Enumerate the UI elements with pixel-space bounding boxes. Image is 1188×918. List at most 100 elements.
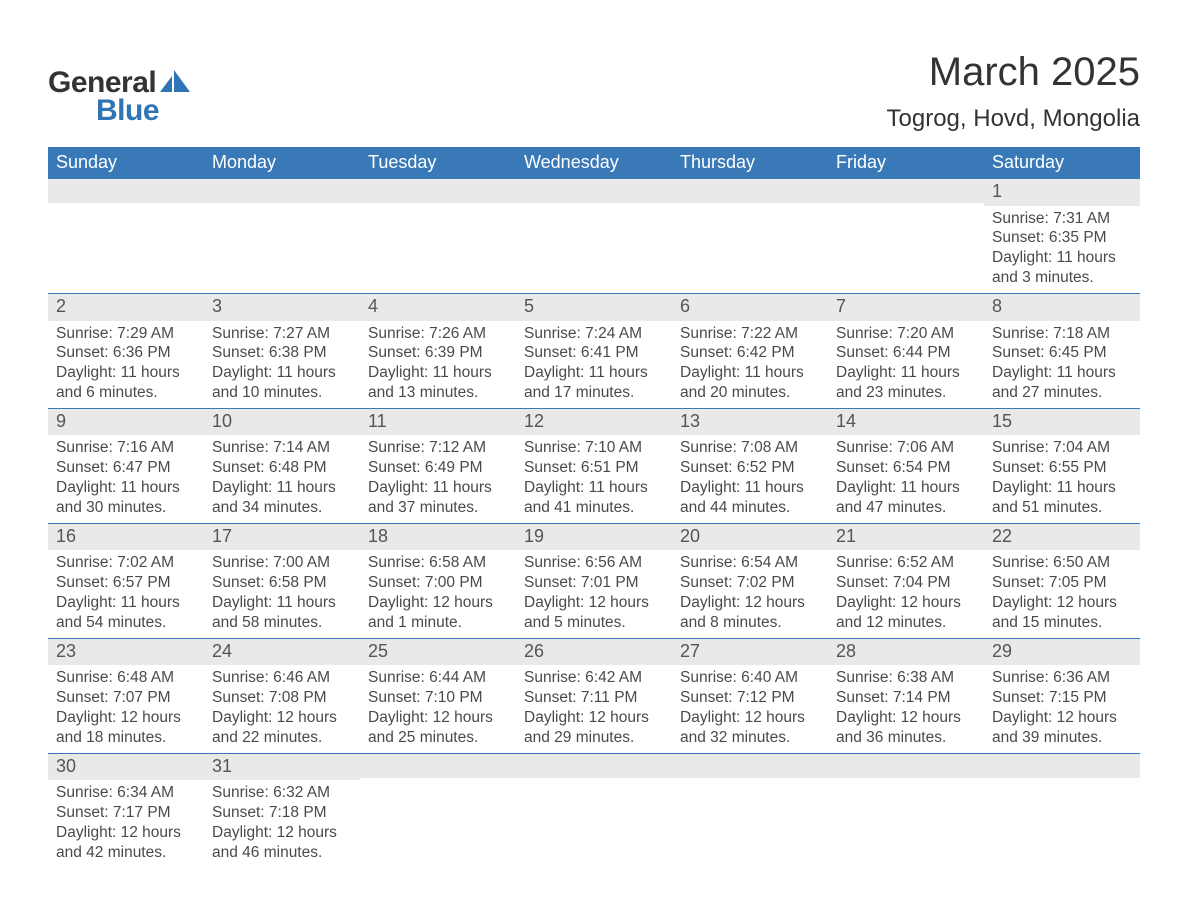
day-detail: Sunrise: 6:52 AMSunset: 7:04 PMDaylight:… [828, 550, 984, 637]
sunrise-line: Sunrise: 6:56 AM [524, 553, 664, 573]
day-number: 3 [204, 294, 360, 321]
calendar-cell: 20Sunrise: 6:54 AMSunset: 7:02 PMDayligh… [672, 523, 828, 638]
sunrise-line: Sunrise: 6:42 AM [524, 668, 664, 688]
weekday-header: Wednesday [516, 147, 672, 179]
day-detail [516, 778, 672, 786]
day-number: 19 [516, 524, 672, 551]
calendar-week-row: 30Sunrise: 6:34 AMSunset: 7:17 PMDayligh… [48, 753, 1140, 867]
day-number [516, 754, 672, 778]
sunset-line: Sunset: 6:47 PM [56, 458, 196, 478]
daylight-line: Daylight: 11 hours and 3 minutes. [992, 248, 1132, 288]
day-detail [828, 778, 984, 786]
title-block: March 2025 Togrog, Hovd, Mongolia [887, 50, 1140, 133]
calendar-cell: 6Sunrise: 7:22 AMSunset: 6:42 PMDaylight… [672, 293, 828, 408]
calendar-week-row: 2Sunrise: 7:29 AMSunset: 6:36 PMDaylight… [48, 293, 1140, 408]
calendar-cell: 4Sunrise: 7:26 AMSunset: 6:39 PMDaylight… [360, 293, 516, 408]
daylight-line: Daylight: 11 hours and 34 minutes. [212, 478, 352, 518]
sunrise-line: Sunrise: 6:52 AM [836, 553, 976, 573]
calendar-cell [204, 179, 360, 293]
calendar-cell: 28Sunrise: 6:38 AMSunset: 7:14 PMDayligh… [828, 638, 984, 753]
sunset-line: Sunset: 6:36 PM [56, 343, 196, 363]
sunrise-line: Sunrise: 6:32 AM [212, 783, 352, 803]
day-detail [360, 203, 516, 211]
calendar-cell: 16Sunrise: 7:02 AMSunset: 6:57 PMDayligh… [48, 523, 204, 638]
daylight-line: Daylight: 11 hours and 17 minutes. [524, 363, 664, 403]
daylight-line: Daylight: 12 hours and 12 minutes. [836, 593, 976, 633]
day-number: 12 [516, 409, 672, 436]
calendar-cell: 9Sunrise: 7:16 AMSunset: 6:47 PMDaylight… [48, 408, 204, 523]
day-number: 14 [828, 409, 984, 436]
daylight-line: Daylight: 12 hours and 15 minutes. [992, 593, 1132, 633]
daylight-line: Daylight: 12 hours and 29 minutes. [524, 708, 664, 748]
daylight-line: Daylight: 12 hours and 32 minutes. [680, 708, 820, 748]
daylight-line: Daylight: 12 hours and 25 minutes. [368, 708, 508, 748]
calendar-cell [828, 753, 984, 867]
sunrise-line: Sunrise: 6:58 AM [368, 553, 508, 573]
day-detail: Sunrise: 6:36 AMSunset: 7:15 PMDaylight:… [984, 665, 1140, 752]
sunset-line: Sunset: 7:05 PM [992, 573, 1132, 593]
daylight-line: Daylight: 11 hours and 37 minutes. [368, 478, 508, 518]
day-detail: Sunrise: 7:20 AMSunset: 6:44 PMDaylight:… [828, 321, 984, 408]
calendar-cell [516, 179, 672, 293]
day-detail: Sunrise: 7:24 AMSunset: 6:41 PMDaylight:… [516, 321, 672, 408]
sunrise-line: Sunrise: 7:20 AM [836, 324, 976, 344]
day-number: 27 [672, 639, 828, 666]
calendar-cell: 5Sunrise: 7:24 AMSunset: 6:41 PMDaylight… [516, 293, 672, 408]
calendar-cell: 31Sunrise: 6:32 AMSunset: 7:18 PMDayligh… [204, 753, 360, 867]
day-detail [204, 203, 360, 211]
calendar-cell: 21Sunrise: 6:52 AMSunset: 7:04 PMDayligh… [828, 523, 984, 638]
day-detail: Sunrise: 7:06 AMSunset: 6:54 PMDaylight:… [828, 435, 984, 522]
location-subtitle: Togrog, Hovd, Mongolia [887, 105, 1140, 133]
calendar-week-row: 9Sunrise: 7:16 AMSunset: 6:47 PMDaylight… [48, 408, 1140, 523]
sunrise-line: Sunrise: 7:31 AM [992, 209, 1132, 229]
sunrise-line: Sunrise: 6:54 AM [680, 553, 820, 573]
day-detail: Sunrise: 6:58 AMSunset: 7:00 PMDaylight:… [360, 550, 516, 637]
sunset-line: Sunset: 6:45 PM [992, 343, 1132, 363]
day-number: 24 [204, 639, 360, 666]
sunrise-line: Sunrise: 7:06 AM [836, 438, 976, 458]
day-number [984, 754, 1140, 778]
day-detail [672, 778, 828, 786]
day-number [672, 179, 828, 203]
daylight-line: Daylight: 11 hours and 30 minutes. [56, 478, 196, 518]
calendar-cell: 8Sunrise: 7:18 AMSunset: 6:45 PMDaylight… [984, 293, 1140, 408]
calendar-cell: 18Sunrise: 6:58 AMSunset: 7:00 PMDayligh… [360, 523, 516, 638]
calendar-cell: 12Sunrise: 7:10 AMSunset: 6:51 PMDayligh… [516, 408, 672, 523]
weekday-header: Friday [828, 147, 984, 179]
sunrise-line: Sunrise: 6:38 AM [836, 668, 976, 688]
sunset-line: Sunset: 7:12 PM [680, 688, 820, 708]
day-detail [360, 778, 516, 786]
day-number: 2 [48, 294, 204, 321]
day-number: 17 [204, 524, 360, 551]
sunset-line: Sunset: 6:39 PM [368, 343, 508, 363]
calendar-cell [360, 753, 516, 867]
logo-sail-icon [160, 70, 190, 97]
day-number [360, 179, 516, 203]
day-number: 15 [984, 409, 1140, 436]
day-detail: Sunrise: 6:48 AMSunset: 7:07 PMDaylight:… [48, 665, 204, 752]
day-detail: Sunrise: 6:44 AMSunset: 7:10 PMDaylight:… [360, 665, 516, 752]
day-detail: Sunrise: 6:42 AMSunset: 7:11 PMDaylight:… [516, 665, 672, 752]
calendar-cell: 23Sunrise: 6:48 AMSunset: 7:07 PMDayligh… [48, 638, 204, 753]
calendar-cell: 2Sunrise: 7:29 AMSunset: 6:36 PMDaylight… [48, 293, 204, 408]
day-detail: Sunrise: 6:32 AMSunset: 7:18 PMDaylight:… [204, 780, 360, 867]
sunset-line: Sunset: 7:07 PM [56, 688, 196, 708]
day-number: 26 [516, 639, 672, 666]
sunset-line: Sunset: 7:04 PM [836, 573, 976, 593]
day-detail: Sunrise: 6:34 AMSunset: 7:17 PMDaylight:… [48, 780, 204, 867]
calendar-cell: 13Sunrise: 7:08 AMSunset: 6:52 PMDayligh… [672, 408, 828, 523]
sunset-line: Sunset: 6:42 PM [680, 343, 820, 363]
day-number: 31 [204, 754, 360, 781]
day-number: 5 [516, 294, 672, 321]
calendar-cell [984, 753, 1140, 867]
calendar-table: Sunday Monday Tuesday Wednesday Thursday… [48, 147, 1140, 867]
calendar-cell: 24Sunrise: 6:46 AMSunset: 7:08 PMDayligh… [204, 638, 360, 753]
day-number: 28 [828, 639, 984, 666]
day-number: 11 [360, 409, 516, 436]
sunrise-line: Sunrise: 7:00 AM [212, 553, 352, 573]
sunrise-line: Sunrise: 7:24 AM [524, 324, 664, 344]
sunset-line: Sunset: 6:44 PM [836, 343, 976, 363]
calendar-cell: 26Sunrise: 6:42 AMSunset: 7:11 PMDayligh… [516, 638, 672, 753]
sunrise-line: Sunrise: 7:08 AM [680, 438, 820, 458]
calendar-cell: 14Sunrise: 7:06 AMSunset: 6:54 PMDayligh… [828, 408, 984, 523]
